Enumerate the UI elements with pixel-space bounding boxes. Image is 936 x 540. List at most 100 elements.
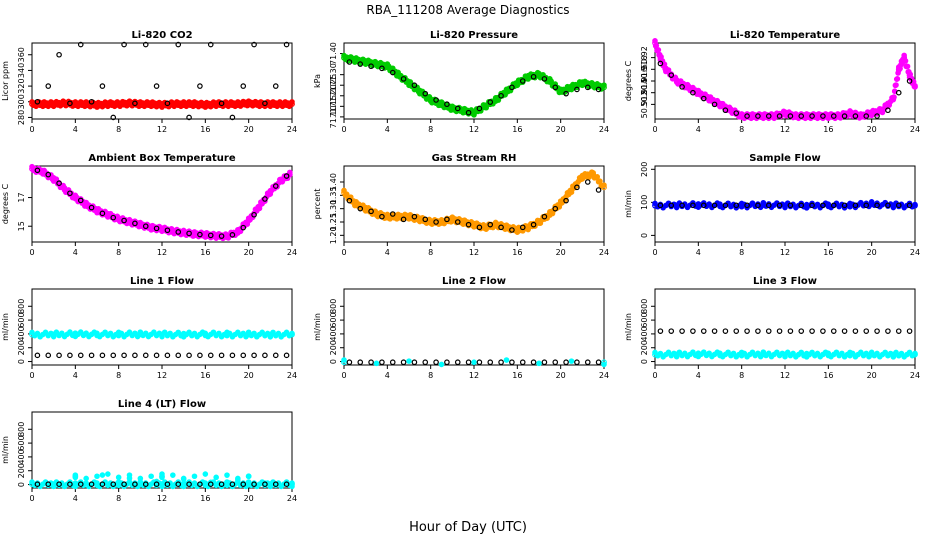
data-point xyxy=(652,40,658,46)
data-point xyxy=(115,101,122,108)
data-point xyxy=(137,101,144,108)
data-point xyxy=(267,331,274,338)
data-point xyxy=(110,481,117,488)
data-point xyxy=(272,83,279,89)
data-point xyxy=(890,202,897,209)
x-tick-label: 12 xyxy=(469,248,479,257)
data-point xyxy=(487,359,494,366)
plot-frame xyxy=(343,288,605,366)
y-tick-label: 280 xyxy=(17,110,26,125)
data-point xyxy=(487,221,494,228)
data-point xyxy=(115,474,122,481)
y-tick-label: 17 xyxy=(17,192,26,202)
data-point xyxy=(433,359,439,366)
data-point xyxy=(487,99,494,105)
data-point xyxy=(798,113,805,119)
data-point xyxy=(895,66,902,73)
data-point xyxy=(536,219,542,225)
x-tick-label: 20 xyxy=(556,371,566,380)
data-point xyxy=(202,101,209,108)
x-tick-label: 20 xyxy=(556,248,566,257)
data-point xyxy=(67,481,73,488)
data-point xyxy=(568,358,575,364)
data-point xyxy=(471,359,477,366)
data-point xyxy=(525,224,532,231)
data-point xyxy=(803,351,810,358)
y-tick-label: 200 xyxy=(17,463,26,478)
data-point xyxy=(906,72,913,79)
data-point xyxy=(61,100,68,107)
data-point xyxy=(536,360,542,367)
data-point xyxy=(541,213,548,220)
x-tick-label: 4 xyxy=(385,371,390,380)
x-tick-label: 16 xyxy=(200,371,210,380)
data-point xyxy=(240,352,247,359)
data-point xyxy=(400,216,407,223)
data-point xyxy=(906,328,913,334)
data-point xyxy=(563,90,569,97)
data-point xyxy=(863,328,870,334)
x-tick-label: 0 xyxy=(29,125,34,134)
data-point xyxy=(895,89,902,96)
x-tick-label: 4 xyxy=(385,125,390,134)
data-point xyxy=(218,481,225,488)
data-point xyxy=(841,328,848,334)
data-point xyxy=(180,101,187,108)
data-point xyxy=(787,113,794,119)
data-point xyxy=(509,84,515,91)
x-tick-label: 24 xyxy=(287,371,297,380)
data-point xyxy=(454,105,461,112)
data-point xyxy=(267,101,274,108)
data-point xyxy=(830,328,837,334)
data-point xyxy=(454,359,461,366)
data-point xyxy=(88,98,95,105)
data-point xyxy=(530,221,537,228)
data-point xyxy=(29,101,35,108)
data-point xyxy=(760,113,767,119)
chart-panel: Line 4 (LT) Flow ml/min 0 4 8 12 16 20 24 0 200400… xyxy=(1,399,297,503)
data-point xyxy=(159,331,165,338)
data-point xyxy=(673,78,680,84)
panel-title: Li-820 Temperature xyxy=(730,30,840,41)
data-point xyxy=(690,89,696,96)
data-point xyxy=(267,481,274,488)
x-tick-label: 4 xyxy=(73,248,78,257)
data-point xyxy=(657,202,664,209)
data-point xyxy=(711,202,718,209)
data-point xyxy=(262,100,268,107)
data-point xyxy=(906,202,913,209)
data-point xyxy=(411,359,418,366)
data-point xyxy=(229,352,236,359)
series-average xyxy=(346,59,602,116)
data-point xyxy=(283,173,290,179)
data-point xyxy=(132,481,138,488)
data-point xyxy=(820,113,826,119)
data-point xyxy=(868,351,875,358)
data-point xyxy=(56,352,62,359)
data-point xyxy=(890,351,897,358)
data-point xyxy=(45,481,52,488)
data-point xyxy=(72,331,79,338)
data-point xyxy=(406,358,412,364)
data-point xyxy=(695,202,702,208)
data-point xyxy=(863,202,870,209)
data-point xyxy=(72,473,79,480)
series-raw xyxy=(652,349,918,360)
plot-frame xyxy=(343,165,605,243)
data-point xyxy=(519,359,526,366)
x-tick-label: 12 xyxy=(780,125,790,134)
data-point xyxy=(389,359,396,366)
x-tick-label: 0 xyxy=(652,371,657,380)
data-point xyxy=(568,187,575,193)
y-axis-label: degrees C xyxy=(624,60,633,101)
data-point xyxy=(88,204,95,211)
data-point xyxy=(278,101,285,108)
data-point xyxy=(213,474,219,481)
data-point xyxy=(552,84,559,91)
data-point xyxy=(142,481,149,488)
x-tick-label: 12 xyxy=(780,248,790,257)
y-tick-label: 340 xyxy=(17,63,26,78)
y-tick-label: 400 xyxy=(329,326,338,341)
data-point xyxy=(700,202,707,209)
